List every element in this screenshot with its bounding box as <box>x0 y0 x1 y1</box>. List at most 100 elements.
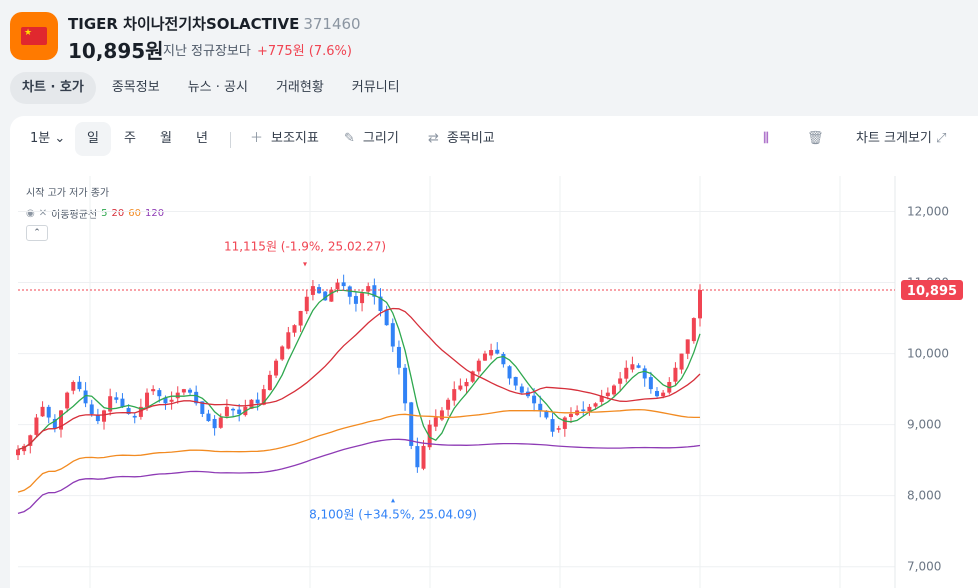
ohlc-legend: 시작 고가 저가 종가 <box>26 188 110 199</box>
candle-body <box>581 409 586 412</box>
candle-body <box>378 296 383 311</box>
ma20-line <box>17 307 701 451</box>
candle-body <box>145 392 150 408</box>
candle-body <box>458 385 463 390</box>
y-tick-label: 9,000 <box>907 418 941 432</box>
close-icon[interactable]: ✕ <box>38 208 48 219</box>
candle-body <box>59 410 64 430</box>
stock-name: TIGER 차이나전기차SOLACTIVE 371460 <box>68 15 361 33</box>
candle-body <box>71 382 76 391</box>
ma-label: 이동평균선 <box>51 210 98 221</box>
candle-body <box>218 417 223 428</box>
price-chart[interactable]: 12,00011,00010,0009,0008,0007,00010,8951… <box>10 176 978 588</box>
candle-body <box>120 398 125 407</box>
candle-body <box>102 410 107 422</box>
candle-body <box>648 377 653 390</box>
tab-community[interactable]: 커뮤니티 <box>351 80 400 95</box>
period-month[interactable]: 월 <box>160 131 172 146</box>
candle-body <box>495 349 500 354</box>
low-marker: ▴ <box>391 496 395 505</box>
candle-style-icon[interactable]: ⫼ <box>763 131 769 146</box>
candle-body <box>169 399 174 402</box>
enlarge-chart-button[interactable]: 차트 크게보기 ⤢ <box>856 131 947 146</box>
candle-body <box>673 367 678 382</box>
candle-body <box>452 389 457 401</box>
candle-body <box>46 406 51 418</box>
candle-body <box>507 366 512 379</box>
compare-button[interactable]: ⇄ 종목비교 <box>428 131 495 146</box>
collapse-legend-button[interactable]: ⌃ <box>26 225 48 241</box>
candle-body <box>482 353 487 361</box>
ma-legend: ◉ ✕ 이동평균선 5 20 60 120 <box>26 206 164 221</box>
candle-body <box>126 408 131 414</box>
candle-body <box>360 293 365 304</box>
stock-code: 371460 <box>303 15 361 33</box>
candle-body <box>280 346 285 360</box>
tab-stock-info[interactable]: 종목정보 <box>111 80 160 95</box>
candle-body <box>231 408 236 411</box>
candle-body <box>83 390 88 404</box>
candle-body <box>544 410 549 418</box>
candle-body <box>624 367 629 379</box>
candle-body <box>194 391 199 404</box>
candle-body <box>329 289 334 302</box>
y-tick-label: 8,000 <box>907 489 941 503</box>
candle-body <box>261 389 266 405</box>
current-price-tag <box>901 280 963 301</box>
ma60-line <box>17 408 700 493</box>
tab-trading[interactable]: 거래현황 <box>275 80 324 95</box>
toolbar-divider <box>230 132 231 148</box>
candle-body <box>439 410 444 420</box>
candle-body <box>476 360 481 372</box>
interval-select[interactable]: 1분 ⌄ <box>30 131 66 146</box>
candle-body <box>163 397 168 404</box>
y-tick-label: 12,000 <box>907 205 949 219</box>
candle-body <box>519 386 524 393</box>
ma120-label: 120 <box>144 208 165 219</box>
candle-body <box>679 353 684 370</box>
eye-icon[interactable]: ◉ <box>26 208 35 219</box>
tab-chart-quote[interactable]: 차트 · 호가 <box>10 72 96 104</box>
trash-icon[interactable]: 🗑 <box>807 131 824 146</box>
candle-body <box>181 389 186 393</box>
candle-body <box>95 415 100 422</box>
candle-body <box>470 371 475 382</box>
period-week[interactable]: 주 <box>124 131 136 146</box>
candle-body <box>249 399 254 409</box>
candle-body <box>28 435 33 446</box>
stock-header: ★ TIGER 차이나전기차SOLACTIVE 371460 10,895원 지난… <box>0 0 978 115</box>
candle-body <box>89 404 94 414</box>
candle-body <box>34 417 39 435</box>
candle-body <box>691 318 696 342</box>
candle-body <box>421 445 426 469</box>
candle-body <box>372 285 377 297</box>
draw-button[interactable]: ✎ 그리기 <box>344 131 399 146</box>
candle-body <box>16 449 20 456</box>
chevron-down-icon: ⌄ <box>54 131 66 146</box>
candle-body <box>409 402 414 446</box>
candle-body <box>599 396 604 402</box>
high-marker: ▾ <box>303 259 307 268</box>
plus-icon: ＋ <box>250 131 264 146</box>
candle-body <box>224 406 229 417</box>
pencil-icon: ✎ <box>344 131 355 146</box>
candle-body <box>310 286 315 295</box>
candle-body <box>605 392 610 397</box>
candle-body <box>341 282 346 287</box>
candle-body <box>415 446 420 468</box>
candle-body <box>237 409 242 414</box>
tab-news[interactable]: 뉴스 · 공시 <box>187 80 248 95</box>
low-annotation: 8,100원 (+34.5%, 25.04.09) <box>309 508 477 522</box>
candle-body <box>114 397 119 400</box>
candle-body <box>685 339 690 354</box>
high-annotation: 11,115원 (-1.9%, 25.02.27) <box>224 239 386 253</box>
period-year[interactable]: 년 <box>196 131 208 146</box>
candle-body <box>642 368 647 379</box>
candle-body <box>550 419 555 432</box>
candle-body <box>630 364 635 370</box>
candle-body <box>568 413 573 418</box>
period-day[interactable]: 일 <box>75 122 111 156</box>
candle-body <box>384 309 389 326</box>
indicator-button[interactable]: ＋ 보조지표 <box>250 131 319 146</box>
candle-body <box>52 418 57 429</box>
